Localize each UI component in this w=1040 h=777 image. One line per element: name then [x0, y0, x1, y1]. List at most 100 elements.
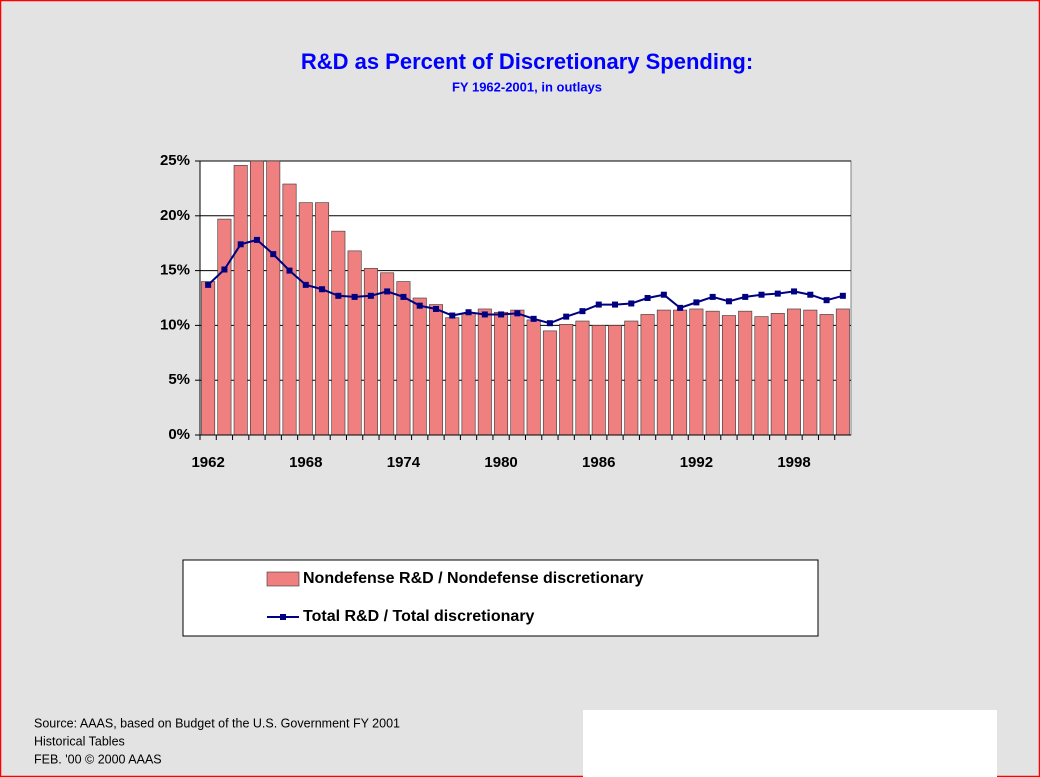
- bar: [575, 320, 590, 436]
- point: [481, 311, 488, 318]
- point: [530, 315, 537, 322]
- point: [644, 295, 651, 301]
- point: [595, 301, 602, 308]
- bar: [445, 317, 460, 436]
- legend-marker: [280, 614, 286, 620]
- bar: [494, 311, 509, 436]
- bar: [673, 309, 688, 436]
- bar: [721, 315, 736, 436]
- legend-label: Total R&D / Total discretionary: [303, 608, 535, 625]
- y-tick-label: 25%: [160, 152, 190, 169]
- bar: [656, 309, 671, 436]
- source-note: Historical Tables: [34, 734, 125, 748]
- line: [207, 238, 844, 325]
- point: [823, 297, 830, 304]
- x-tick-label: 1962: [191, 454, 224, 471]
- point: [612, 301, 619, 308]
- bar: [266, 160, 281, 436]
- point: [693, 299, 700, 306]
- bar: [542, 330, 557, 436]
- bar: [380, 272, 395, 436]
- point: [498, 311, 505, 318]
- x-tick-label: 1980: [484, 454, 517, 471]
- bar: [298, 202, 313, 436]
- bar: [754, 316, 769, 436]
- point: [465, 309, 472, 316]
- point: [449, 312, 456, 319]
- point: [791, 288, 798, 295]
- bar: [526, 319, 541, 436]
- point: [758, 291, 765, 298]
- point: [660, 291, 667, 298]
- source-note: Source: AAAS, based on Budget of the U.S…: [34, 716, 400, 730]
- point: [221, 266, 228, 273]
- bar: [461, 313, 476, 436]
- bar: [608, 325, 622, 436]
- y-tick-label: 0%: [168, 426, 190, 443]
- point: [546, 320, 553, 327]
- bar: [803, 309, 818, 436]
- bar: [835, 308, 850, 436]
- bar: [282, 183, 297, 436]
- bar: [705, 310, 720, 436]
- y-tick-label: 10%: [160, 316, 190, 333]
- point: [270, 251, 277, 258]
- legend-swatch: [266, 571, 300, 587]
- point: [839, 292, 846, 299]
- bar: [315, 202, 330, 436]
- bar: [201, 281, 216, 436]
- bar: [819, 314, 834, 436]
- bar: [396, 281, 411, 436]
- point: [384, 288, 391, 295]
- bar: [429, 304, 443, 436]
- bar: [510, 309, 525, 436]
- chart-title: R&D as Percent of Discretionary Spending…: [301, 49, 753, 74]
- x-tick-label: 1974: [387, 454, 421, 471]
- point: [628, 300, 635, 307]
- point: [302, 281, 309, 288]
- bar: [559, 324, 574, 436]
- point: [579, 308, 586, 315]
- point: [253, 236, 260, 243]
- bar: [591, 325, 606, 436]
- point: [286, 267, 293, 274]
- point: [367, 292, 374, 299]
- bar: [217, 218, 232, 436]
- point: [237, 241, 244, 248]
- point: [725, 298, 732, 305]
- bar: [640, 314, 655, 436]
- bar: [738, 310, 753, 436]
- x-tick-label: 1998: [777, 454, 810, 471]
- bar: [787, 308, 802, 436]
- x-tick-label: 1968: [289, 454, 322, 471]
- bar: [347, 250, 362, 436]
- y-tick-label: 15%: [160, 262, 190, 279]
- x-tick-label: 1986: [582, 454, 615, 471]
- x-tick-label: 1992: [680, 454, 713, 471]
- point: [514, 310, 521, 317]
- blank-box: [583, 710, 997, 777]
- bar: [770, 313, 785, 436]
- bar: [477, 308, 492, 436]
- point: [416, 302, 423, 309]
- bar: [412, 297, 427, 436]
- point: [563, 313, 570, 320]
- bar: [233, 165, 248, 436]
- bar: [249, 160, 264, 436]
- y-tick-label: 20%: [160, 207, 190, 224]
- point: [319, 286, 326, 293]
- point: [432, 305, 439, 312]
- bar: [331, 230, 346, 436]
- bar: [689, 308, 704, 436]
- point: [335, 292, 342, 299]
- chart-subtitle: FY 1962-2001, in outlays: [452, 79, 602, 94]
- point: [774, 290, 781, 297]
- legend-label: Nondefense R&D / Nondefense discretionar…: [303, 570, 644, 587]
- y-tick-label: 5%: [168, 371, 190, 388]
- plot-area: [199, 160, 852, 436]
- point: [400, 293, 407, 300]
- point: [205, 281, 212, 288]
- point: [677, 304, 684, 311]
